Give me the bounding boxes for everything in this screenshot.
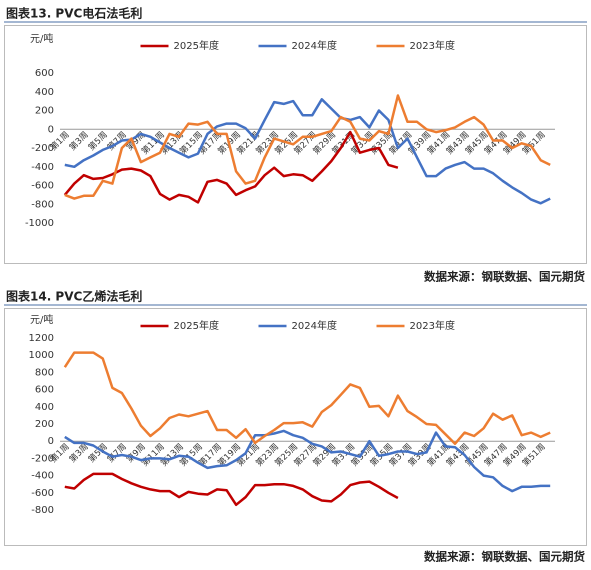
y-tick-label: -800 xyxy=(31,505,54,516)
legend-label: 2025年度 xyxy=(174,39,219,52)
series-line xyxy=(64,472,399,507)
chart-frame xyxy=(4,308,587,546)
y-tick-label: -200 xyxy=(31,143,54,154)
legend-label: 2023年度 xyxy=(410,319,455,332)
legend-label: 2024年度 xyxy=(292,319,337,332)
y-tick-label: -200 xyxy=(31,453,54,464)
y-tick-label: -600 xyxy=(31,488,54,499)
y-tick-label: 1000 xyxy=(29,350,54,361)
y-tick-label: 600 xyxy=(35,385,54,396)
legend-label: 2025年度 xyxy=(174,319,219,332)
y-tick-label: 400 xyxy=(35,402,54,413)
y-tick-label: -800 xyxy=(31,199,54,210)
y-tick-label: 200 xyxy=(35,106,54,117)
x-tick-label: 第3周 xyxy=(67,129,91,153)
legend-label: 2023年度 xyxy=(410,39,455,52)
y-tick-label: 0 xyxy=(48,436,54,447)
y-tick-label: -400 xyxy=(31,162,54,173)
y-axis-unit: 元/吨 xyxy=(30,313,53,326)
y-tick-label: 400 xyxy=(35,87,54,98)
y-tick-label: 800 xyxy=(35,367,54,378)
chart-frame xyxy=(4,25,587,264)
series-line xyxy=(63,130,399,204)
y-tick-label: 0 xyxy=(48,124,54,135)
y-tick-label: 200 xyxy=(35,419,54,430)
source-note: 数据来源：钢联数据、国元期货 xyxy=(424,270,585,284)
figure-caption: 图表13. PVC电石法毛利 xyxy=(6,6,142,21)
series-line xyxy=(64,429,551,493)
y-tick-label: -400 xyxy=(31,471,54,482)
figure-caption: 图表14. PVC乙烯法毛利 xyxy=(6,289,142,304)
legend-label: 2024年度 xyxy=(292,39,337,52)
y-tick-label: 600 xyxy=(35,68,54,79)
series-line xyxy=(63,351,551,446)
source-note: 数据来源：钢联数据、国元期货 xyxy=(424,550,585,564)
x-tick-label: 第7周 xyxy=(105,441,129,465)
y-tick-label: -1000 xyxy=(25,218,54,229)
series-line xyxy=(64,98,551,205)
y-axis-unit: 元/吨 xyxy=(30,32,53,45)
y-tick-label: 1200 xyxy=(29,333,54,344)
series-line xyxy=(64,94,551,200)
y-tick-label: -600 xyxy=(31,181,54,192)
